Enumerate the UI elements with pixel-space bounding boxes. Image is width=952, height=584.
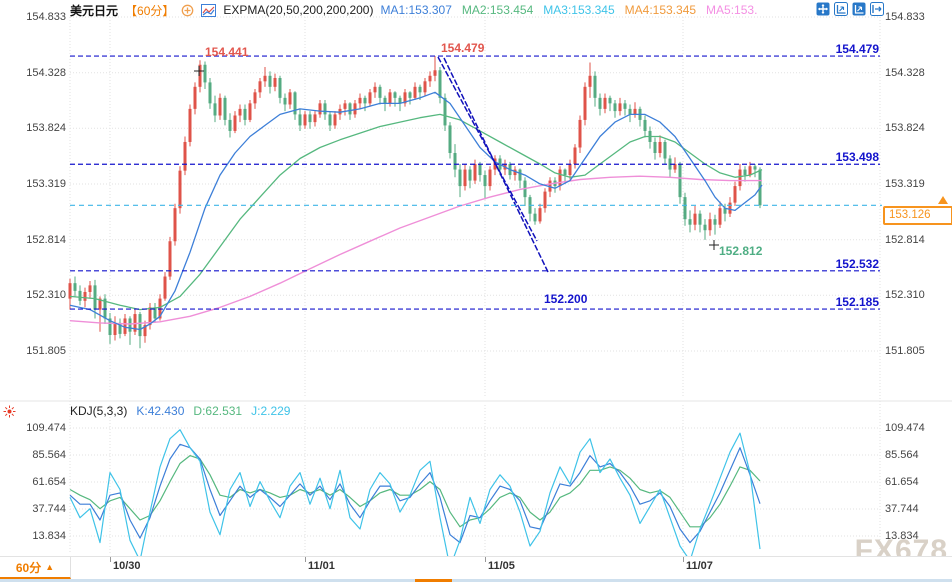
price-axis-label-left: 151.805 xyxy=(26,345,66,357)
date-tick xyxy=(305,557,306,562)
price-axis-label-left: 154.833 xyxy=(26,11,66,23)
level-label: 152.185 xyxy=(835,295,879,310)
current-price-tag: 153.126 xyxy=(883,206,952,225)
price-axis-label-left: 153.824 xyxy=(26,122,66,135)
level-label: 152.532 xyxy=(835,256,879,271)
kdj-axis-label-right: 37.744 xyxy=(885,503,919,515)
timeframe-label[interactable]: 【60分】 xyxy=(125,3,175,18)
ma-values-legend: MA1:153.307 MA2:153.454 MA3:153.345 MA4:153… xyxy=(380,3,757,17)
chart-header: 美元日元 【60分】 EXPMA(20,50,200,200,200) MA1:… xyxy=(70,1,757,19)
scrollbar-thumb[interactable] xyxy=(415,579,452,582)
price-axis-label-right: 152.310 xyxy=(885,289,925,302)
price-annotation: 152.812 xyxy=(719,244,763,258)
date-label: 11/07 xyxy=(686,560,713,572)
price-axis-label-right: 151.805 xyxy=(885,345,925,357)
kdj-axis-label-left: 109.474 xyxy=(26,422,66,434)
price-axis-label-right: 152.814 xyxy=(885,233,925,246)
price-annotation: 154.441 xyxy=(205,45,249,59)
date-axis: 60分 ▲ 10/30 11/01 11/05 11/07 xyxy=(0,556,952,579)
timeframe-arrow-icon: ▲ xyxy=(45,562,55,572)
kdj-axis-label-right: 85.564 xyxy=(885,449,919,461)
kdj-title: KDJ(5,3,3) xyxy=(70,404,128,418)
date-tick xyxy=(110,557,111,562)
price-axis-label-right: 153.824 xyxy=(885,122,925,135)
kdj-d-value: D:62.531 xyxy=(193,404,243,418)
price-axis-label-right: 153.319 xyxy=(885,178,925,190)
indicator-settings-icon[interactable] xyxy=(181,4,194,17)
level-label: 153.498 xyxy=(835,150,879,165)
date-label: 11/05 xyxy=(488,560,515,572)
price-annotation: 154.479 xyxy=(441,41,485,55)
ma3-value: MA3:153.345 xyxy=(543,3,615,17)
date-tick xyxy=(683,557,684,562)
chart-toolbar xyxy=(816,2,884,16)
date-label: 10/30 xyxy=(113,560,141,572)
kdj-axis-label-left: 37.744 xyxy=(32,503,66,515)
mini-chart-icon[interactable] xyxy=(201,3,217,17)
ma1-value: MA1:153.307 xyxy=(380,3,452,17)
timeframe-selector-label: 60分 xyxy=(15,560,42,575)
level-label: 154.479 xyxy=(835,42,879,57)
date-label: 11/01 xyxy=(308,560,335,572)
price-axis-label-right: 154.833 xyxy=(885,11,925,23)
axis-scale-icon[interactable] xyxy=(834,2,848,16)
price-axis-label-left: 154.328 xyxy=(26,66,66,79)
kdj-k-value: K:42.430 xyxy=(136,404,185,418)
chart-scrollbar[interactable] xyxy=(0,579,952,582)
price-axis-label-left: 152.814 xyxy=(26,233,66,246)
symbol-title: 美元日元 xyxy=(70,3,119,18)
price-axis-label-right: 154.328 xyxy=(885,66,925,79)
date-tick xyxy=(485,557,486,562)
kdj-axis-label-right: 13.834 xyxy=(885,530,919,542)
kdj-settings-icon[interactable] xyxy=(3,405,16,423)
timeframe-selector[interactable]: 60分 ▲ xyxy=(0,557,71,579)
price-axis-label-left: 152.310 xyxy=(26,289,66,302)
ma4-value: MA4:153.345 xyxy=(624,3,697,17)
kdj-axis-label-right: 61.654 xyxy=(885,476,919,488)
indicator-name: EXPMA(20,50,200,200,200) xyxy=(223,3,374,17)
kdj-header: KDJ(5,3,3) K:42.430 D:62.531 J:2.229 xyxy=(70,404,290,418)
kdj-axis-label-left: 61.654 xyxy=(32,476,66,488)
price-axis-label-left: 153.319 xyxy=(26,178,66,190)
ma2-value: MA2:153.454 xyxy=(461,3,534,17)
kdj-axis-label-left: 85.564 xyxy=(32,449,66,461)
exit-right-icon[interactable] xyxy=(870,2,884,16)
axis-scale-active-icon[interactable] xyxy=(852,2,866,16)
kdj-axis-label-left: 13.834 xyxy=(32,530,66,542)
pan-icon[interactable] xyxy=(816,2,830,16)
kdj-j-value: J:2.229 xyxy=(251,404,291,418)
price-annotation: 152.200 xyxy=(544,292,588,306)
ma5-value: MA5:153. xyxy=(706,3,758,17)
kdj-axis-label-right: 109.474 xyxy=(885,422,925,434)
